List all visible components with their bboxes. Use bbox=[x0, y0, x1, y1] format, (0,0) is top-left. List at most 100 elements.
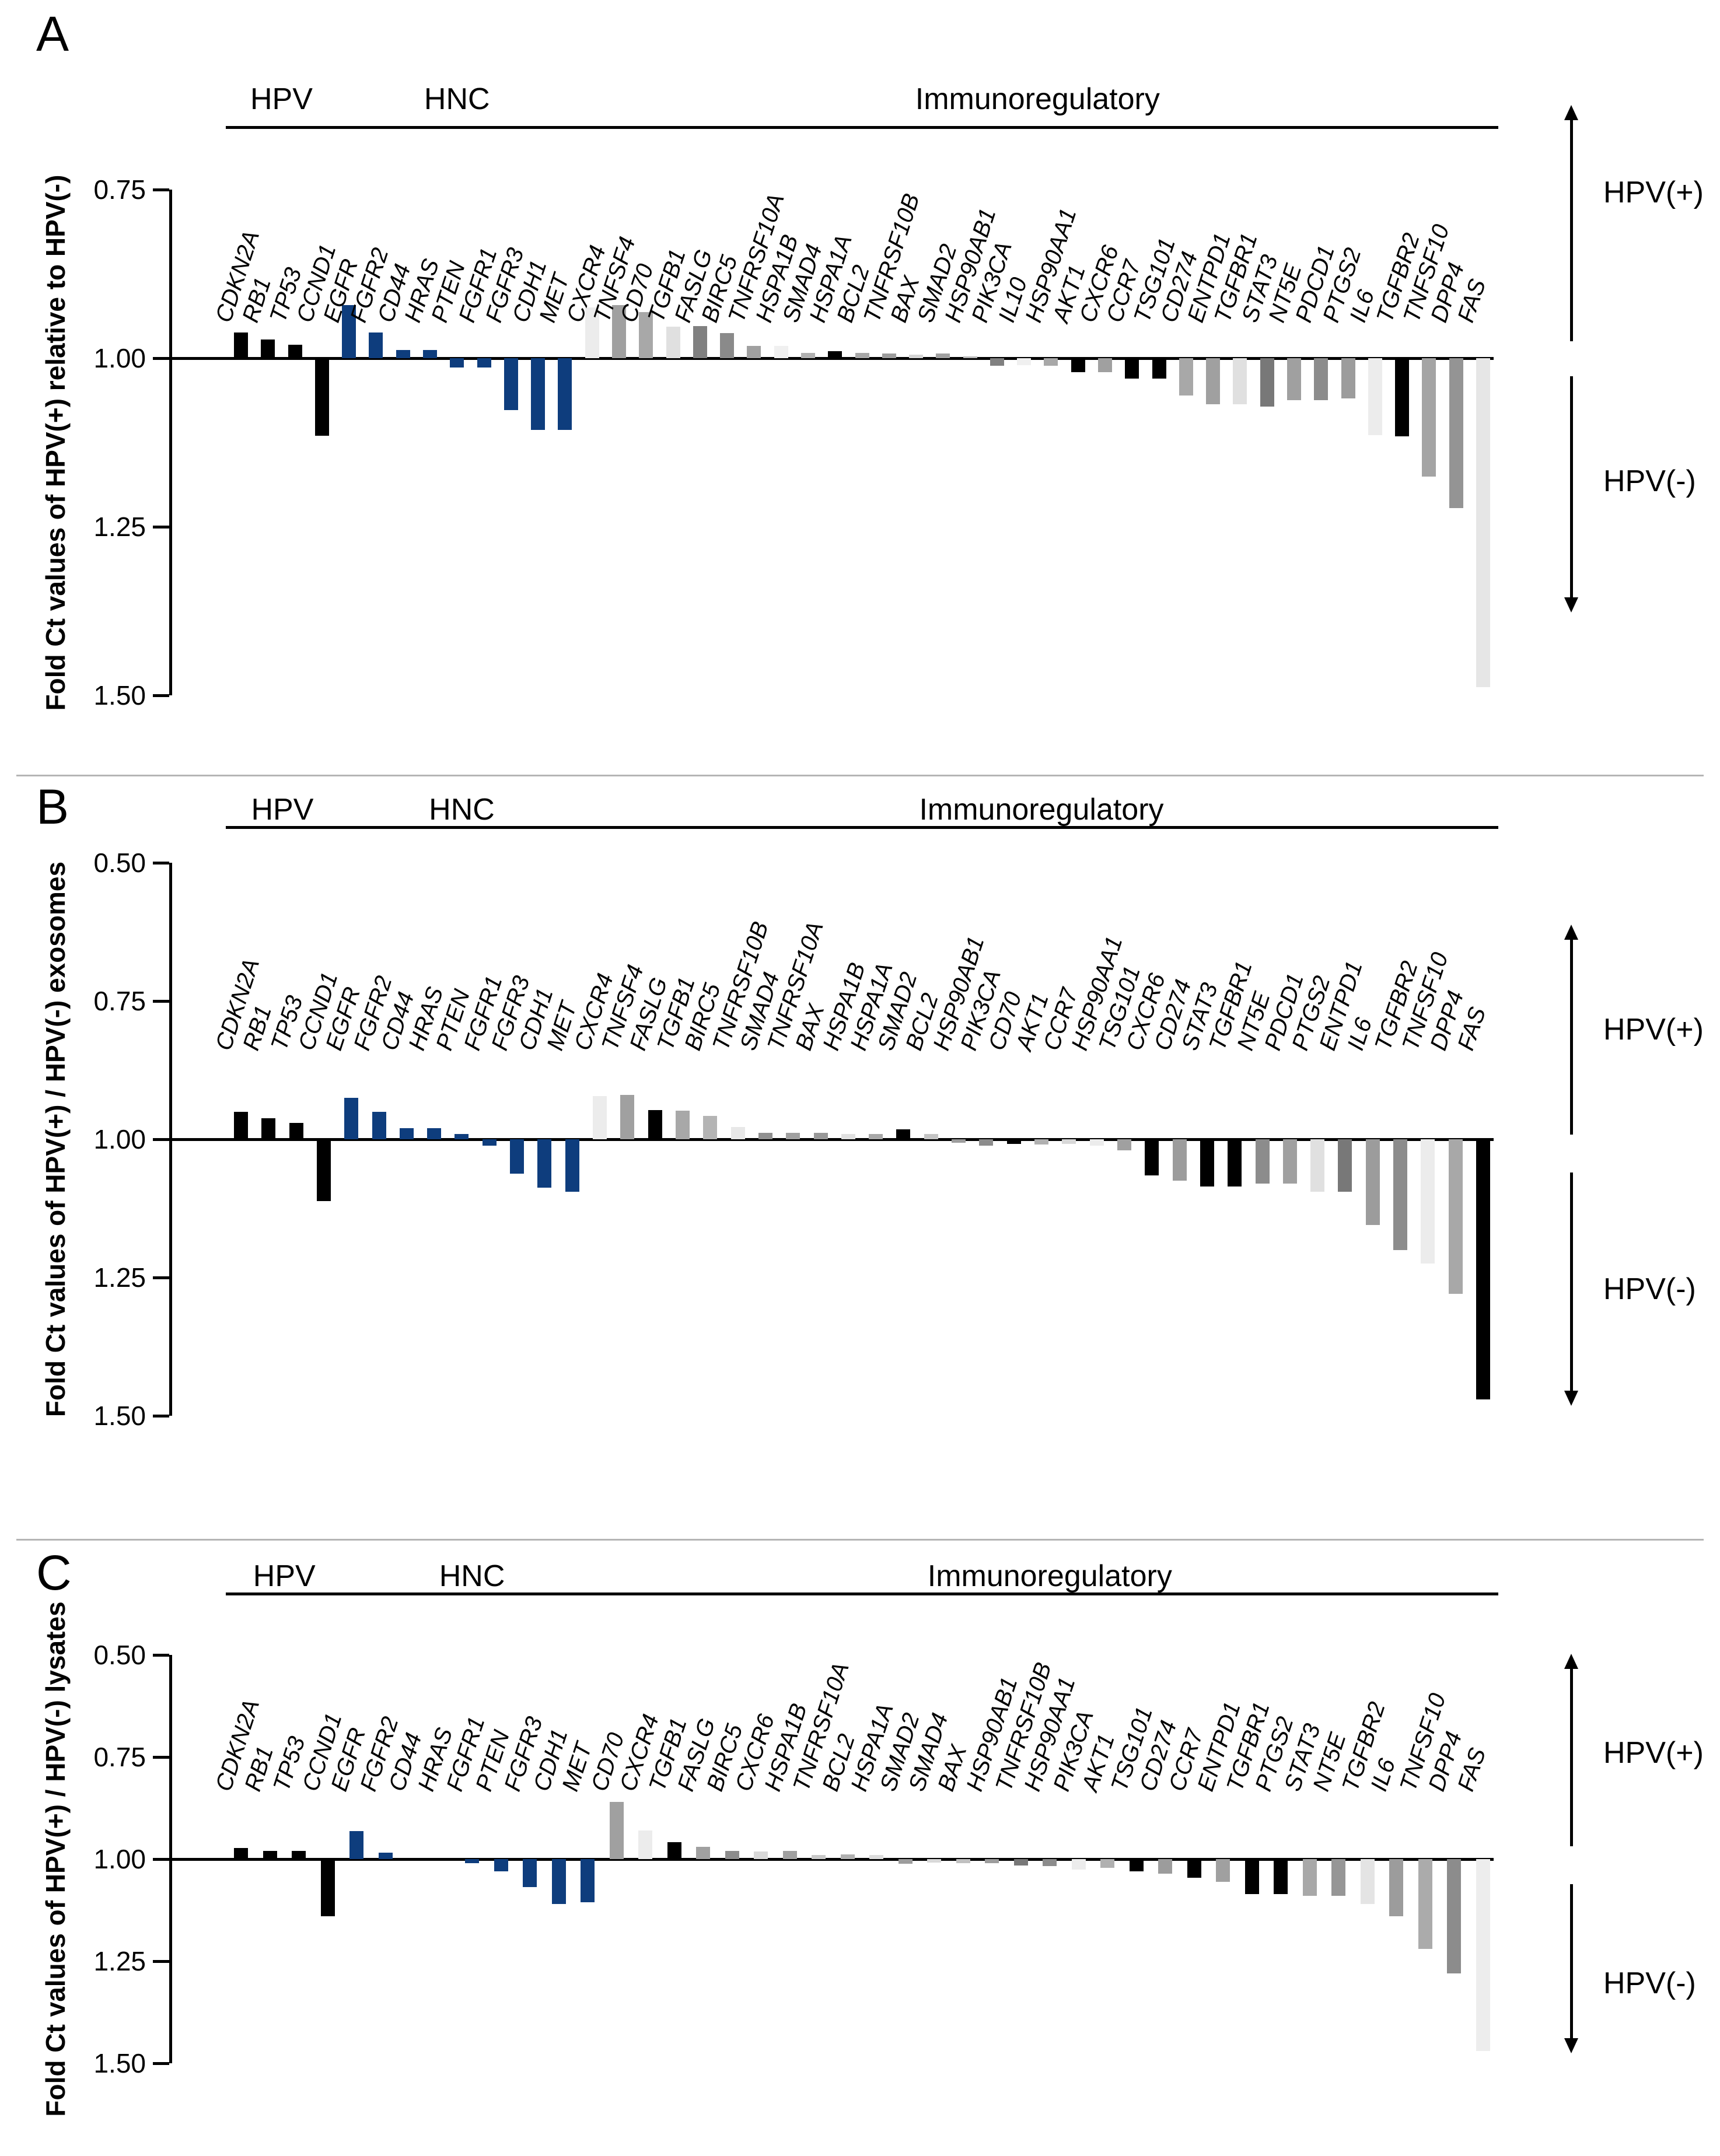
down-arrow-line bbox=[1570, 1172, 1573, 1394]
y-tick-label: 1.00 bbox=[93, 343, 146, 373]
bar-CD274 bbox=[1179, 358, 1193, 396]
bar-FAS bbox=[1476, 358, 1490, 688]
bar-HSP90AA1 bbox=[1089, 1139, 1104, 1146]
bar-TNFRSF10B bbox=[882, 353, 896, 358]
bar-PIK3CA bbox=[990, 358, 1004, 366]
bar-DPP4 bbox=[1447, 1859, 1462, 1973]
bar-HSP90AB1 bbox=[963, 356, 977, 358]
bar-DPP4 bbox=[1449, 358, 1463, 508]
y-tick bbox=[153, 1756, 169, 1759]
y-tick-label: 1.25 bbox=[93, 1262, 146, 1293]
hpv-positive-label: HPV(+) bbox=[1603, 176, 1704, 209]
bar-CD274 bbox=[1172, 1139, 1187, 1181]
y-tick bbox=[153, 1000, 169, 1003]
bar-AKT1 bbox=[1071, 358, 1085, 373]
group-rule-hnc bbox=[336, 826, 588, 829]
bar-TGFB1 bbox=[667, 1842, 681, 1859]
bar-IL6 bbox=[1389, 1859, 1404, 1916]
bar-NT5E bbox=[1287, 358, 1302, 400]
group-rule-hpv bbox=[226, 1592, 343, 1595]
down-arrow-head-icon bbox=[1564, 2038, 1578, 2053]
bar-NT5E bbox=[1331, 1859, 1346, 1896]
bar-TSG101 bbox=[1117, 1139, 1131, 1150]
y-axis-title: Fold Ct values of HPV(+) relative to HPV… bbox=[40, 174, 71, 710]
bar-IL6 bbox=[1365, 1139, 1380, 1225]
bar-FAS bbox=[1476, 1139, 1490, 1399]
bar-HSPA1B bbox=[782, 1851, 797, 1859]
bar-PTGS2 bbox=[1341, 358, 1355, 399]
y-tick bbox=[153, 1138, 169, 1141]
down-arrow-head-icon bbox=[1564, 597, 1578, 612]
bar-TNFSF4 bbox=[611, 304, 626, 358]
group-header-hpv: HPV bbox=[251, 793, 314, 827]
hpv-positive-label: HPV(+) bbox=[1603, 1736, 1704, 1770]
bar-RB1 bbox=[261, 339, 275, 358]
bar-BCL2 bbox=[924, 1134, 938, 1139]
bar-MET bbox=[558, 358, 572, 430]
bar-PTEN bbox=[455, 1133, 469, 1139]
bar-CDKN2A bbox=[234, 332, 248, 358]
bar-IL6 bbox=[1368, 358, 1382, 435]
down-arrow-line bbox=[1570, 1884, 1573, 2042]
up-arrow-line bbox=[1570, 117, 1573, 341]
bar-BCL2 bbox=[840, 1854, 855, 1859]
y-axis-line bbox=[169, 190, 172, 695]
bar-EGFR bbox=[344, 1097, 359, 1139]
bar-PIK3CA bbox=[1071, 1859, 1086, 1870]
y-tick bbox=[153, 1415, 169, 1418]
bar-CD70 bbox=[639, 312, 653, 358]
bar-CXCR6 bbox=[1145, 1139, 1159, 1175]
bar-TP53 bbox=[289, 1122, 303, 1139]
bar-CCR7 bbox=[1187, 1859, 1201, 1878]
group-rule-hpv bbox=[226, 126, 337, 129]
hpv-negative-label: HPV(-) bbox=[1603, 1272, 1696, 1306]
bar-TGFBR1 bbox=[1228, 1139, 1242, 1186]
group-header-immunoregulatory: Immunoregulatory bbox=[919, 793, 1164, 827]
group-header-hnc: HNC bbox=[439, 1559, 505, 1593]
bar-BCL2 bbox=[855, 352, 869, 358]
bar-HSPA1A bbox=[869, 1855, 884, 1859]
bar-AKT1 bbox=[1034, 1139, 1049, 1145]
bar-HSP90AB1 bbox=[985, 1859, 999, 1863]
bar-AKT1 bbox=[1100, 1859, 1115, 1868]
bar-CCND1 bbox=[320, 1859, 335, 1916]
bar-CDKN2A bbox=[234, 1848, 248, 1859]
y-tick bbox=[153, 862, 169, 864]
bar-CCND1 bbox=[314, 358, 329, 436]
panel-letter-B: B bbox=[36, 779, 69, 834]
bar-FGFR1 bbox=[482, 1139, 497, 1146]
bar-CXCR6 bbox=[754, 1852, 768, 1859]
bar-PTEN bbox=[450, 358, 464, 368]
up-arrow-head-icon bbox=[1564, 925, 1578, 940]
baseline-1.00 bbox=[172, 357, 1494, 360]
bar-SMAD2 bbox=[896, 1129, 911, 1139]
bar-MET bbox=[581, 1859, 595, 1902]
y-axis-title: Fold Ct values of HPV(+) / HPV(-) exosom… bbox=[40, 861, 71, 1418]
bar-FAS bbox=[1476, 1859, 1490, 2051]
bar-TNFSF10 bbox=[1422, 358, 1436, 477]
bar-FGFR3 bbox=[504, 358, 518, 410]
y-tick-label: 1.25 bbox=[93, 512, 146, 542]
bar-CD44 bbox=[399, 1128, 414, 1139]
group-header-hpv: HPV bbox=[250, 82, 313, 116]
bar-BAX bbox=[813, 1132, 828, 1139]
bar-FGFR1 bbox=[477, 358, 491, 368]
bar-ENTPD1 bbox=[1338, 1139, 1352, 1192]
bar-IL10 bbox=[1017, 358, 1032, 365]
bar-CCR7 bbox=[1125, 358, 1139, 379]
bar-CDH1 bbox=[551, 1859, 566, 1904]
bar-HRAS bbox=[422, 350, 437, 358]
bar-CDH1 bbox=[537, 1139, 552, 1188]
bar-TNFSF10 bbox=[1421, 1139, 1435, 1264]
bar-PTGS2 bbox=[1310, 1139, 1325, 1192]
bar-RB1 bbox=[263, 1851, 277, 1859]
bar-MET bbox=[565, 1139, 579, 1192]
bar-TNFSF10 bbox=[1418, 1859, 1432, 1949]
bar-SMAD2 bbox=[936, 353, 950, 358]
bar-HSPA1B bbox=[841, 1133, 855, 1139]
bar-HSP90AB1 bbox=[952, 1139, 966, 1143]
y-tick bbox=[153, 526, 169, 528]
bar-ENTPD1 bbox=[1216, 1859, 1230, 1882]
bar-PTGS2 bbox=[1274, 1859, 1288, 1894]
bar-TNFRSF10A bbox=[747, 346, 761, 358]
